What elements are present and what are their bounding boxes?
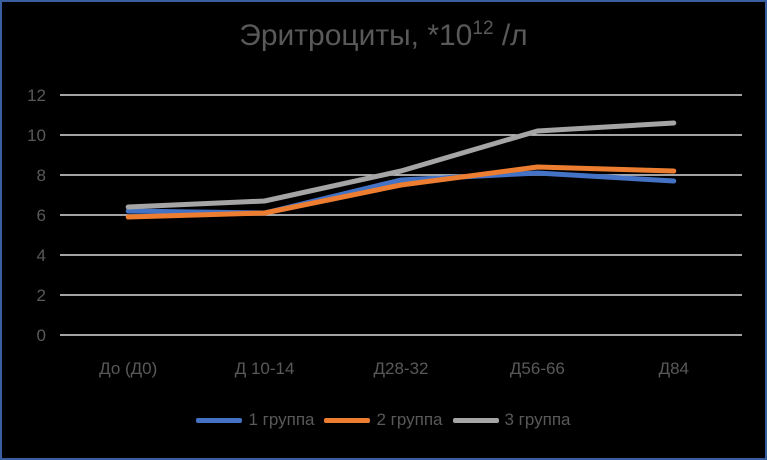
legend-item: 3 группа xyxy=(452,410,571,430)
legend-label: 1 группа xyxy=(248,410,315,429)
y-tick-label: 4 xyxy=(37,246,46,265)
x-tick-label: Д56-66 xyxy=(510,359,565,378)
y-tick-label: 10 xyxy=(27,126,46,145)
title-main: Эритроциты, *10 xyxy=(239,19,473,52)
legend-item: 1 группа xyxy=(196,410,314,430)
x-tick-label: Д84 xyxy=(659,359,689,378)
y-tick-label: 0 xyxy=(37,326,46,345)
title-unit: /л xyxy=(493,19,528,52)
x-tick-label: Д28-32 xyxy=(374,359,429,378)
y-tick-label: 8 xyxy=(37,166,46,185)
legend-label: 3 группа xyxy=(504,410,571,429)
series-line xyxy=(125,120,677,210)
y-tick-label: 12 xyxy=(27,86,46,105)
x-tick-label: До (Д0) xyxy=(99,359,157,378)
legend-swatch xyxy=(324,417,371,423)
series-line xyxy=(125,164,677,220)
legend-swatch xyxy=(452,417,499,423)
series-line xyxy=(125,170,677,216)
legend-swatch xyxy=(196,417,243,423)
chart-title: Эритроциты, *1012 /л xyxy=(0,18,767,53)
legend-item: 2 группа xyxy=(324,410,443,430)
y-tick-label: 2 xyxy=(37,286,46,305)
x-tick-label: Д 10-14 xyxy=(235,359,295,378)
legend: 1 группа 2 группа 3 группа xyxy=(0,410,767,430)
y-tick-label: 6 xyxy=(37,206,46,225)
title-exponent: 12 xyxy=(472,18,494,39)
legend-label: 2 группа xyxy=(376,410,443,429)
